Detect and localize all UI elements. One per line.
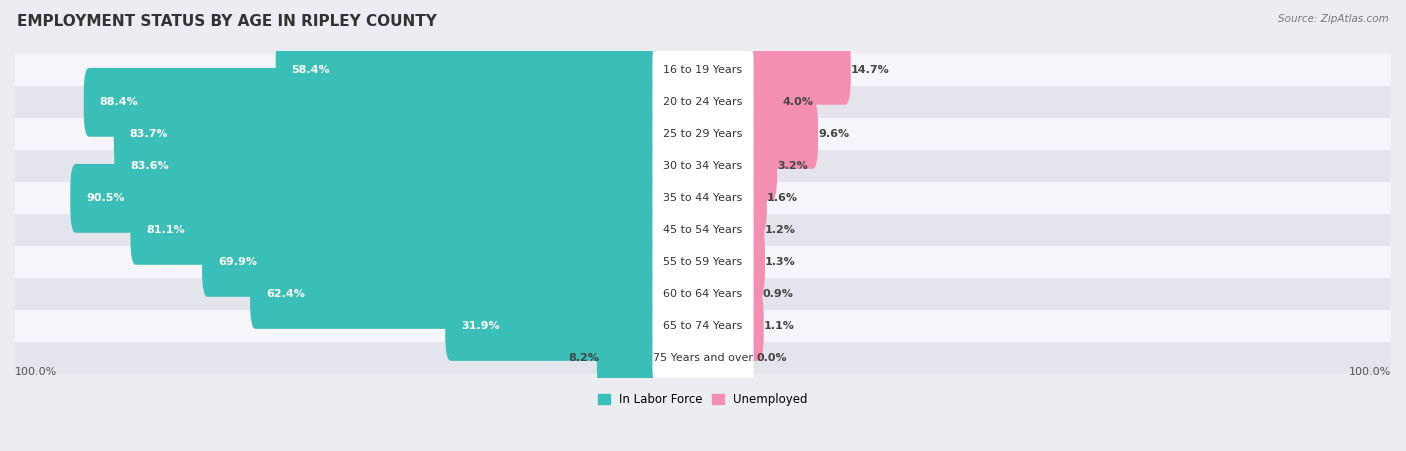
Bar	[15, 310, 1391, 342]
FancyBboxPatch shape	[652, 171, 754, 226]
Text: 90.5%: 90.5%	[86, 193, 125, 203]
Text: 20 to 24 Years: 20 to 24 Years	[664, 97, 742, 107]
FancyBboxPatch shape	[745, 100, 818, 169]
Text: 58.4%: 58.4%	[291, 65, 330, 75]
FancyBboxPatch shape	[652, 235, 754, 290]
FancyBboxPatch shape	[598, 324, 661, 393]
Text: 55 to 59 Years: 55 to 59 Years	[664, 258, 742, 267]
FancyBboxPatch shape	[202, 228, 661, 297]
Text: 65 to 74 Years: 65 to 74 Years	[664, 322, 742, 331]
Text: 81.1%: 81.1%	[146, 226, 184, 235]
FancyBboxPatch shape	[114, 132, 661, 201]
Text: 83.6%: 83.6%	[131, 161, 169, 171]
Text: 3.2%: 3.2%	[778, 161, 808, 171]
FancyBboxPatch shape	[745, 292, 763, 361]
FancyBboxPatch shape	[70, 164, 661, 233]
FancyBboxPatch shape	[114, 100, 661, 169]
FancyBboxPatch shape	[745, 36, 851, 105]
Text: 14.7%: 14.7%	[851, 65, 890, 75]
FancyBboxPatch shape	[745, 132, 778, 201]
Text: 0.0%: 0.0%	[756, 354, 787, 364]
FancyBboxPatch shape	[652, 331, 754, 386]
Text: 45 to 54 Years: 45 to 54 Years	[664, 226, 742, 235]
FancyBboxPatch shape	[652, 43, 754, 98]
Bar	[15, 342, 1391, 374]
Text: 1.1%: 1.1%	[763, 322, 794, 331]
Text: 60 to 64 Years: 60 to 64 Years	[664, 290, 742, 299]
Text: 8.2%: 8.2%	[568, 354, 599, 364]
Text: 16 to 19 Years: 16 to 19 Years	[664, 65, 742, 75]
Text: 35 to 44 Years: 35 to 44 Years	[664, 193, 742, 203]
FancyBboxPatch shape	[652, 75, 754, 130]
FancyBboxPatch shape	[250, 260, 661, 329]
Text: 69.9%: 69.9%	[218, 258, 257, 267]
Text: 100.0%: 100.0%	[1348, 367, 1391, 377]
Text: 25 to 29 Years: 25 to 29 Years	[664, 129, 742, 139]
FancyBboxPatch shape	[276, 36, 661, 105]
FancyBboxPatch shape	[745, 228, 765, 297]
Legend: In Labor Force, Unemployed: In Labor Force, Unemployed	[593, 388, 813, 411]
FancyBboxPatch shape	[652, 203, 754, 258]
Text: 1.6%: 1.6%	[766, 193, 797, 203]
Text: 88.4%: 88.4%	[100, 97, 138, 107]
FancyBboxPatch shape	[652, 299, 754, 354]
Text: 83.7%: 83.7%	[129, 129, 169, 139]
Text: 62.4%: 62.4%	[266, 290, 305, 299]
Text: 75 Years and over: 75 Years and over	[652, 354, 754, 364]
Text: 100.0%: 100.0%	[15, 367, 58, 377]
FancyBboxPatch shape	[652, 107, 754, 162]
FancyBboxPatch shape	[745, 196, 765, 265]
Text: 9.6%: 9.6%	[818, 129, 849, 139]
FancyBboxPatch shape	[84, 68, 661, 137]
Bar	[15, 118, 1391, 150]
Bar	[15, 278, 1391, 310]
Bar	[15, 150, 1391, 182]
Text: 4.0%: 4.0%	[782, 97, 813, 107]
Text: 1.2%: 1.2%	[765, 226, 796, 235]
FancyBboxPatch shape	[745, 68, 782, 137]
FancyBboxPatch shape	[652, 267, 754, 322]
Bar	[15, 246, 1391, 278]
FancyBboxPatch shape	[652, 139, 754, 194]
Text: 31.9%: 31.9%	[461, 322, 499, 331]
FancyBboxPatch shape	[745, 164, 766, 233]
Bar	[15, 54, 1391, 86]
Text: 30 to 34 Years: 30 to 34 Years	[664, 161, 742, 171]
Bar	[15, 214, 1391, 246]
Bar	[15, 86, 1391, 118]
Text: 1.3%: 1.3%	[765, 258, 796, 267]
Bar	[15, 182, 1391, 214]
FancyBboxPatch shape	[131, 196, 661, 265]
Text: 0.9%: 0.9%	[762, 290, 793, 299]
FancyBboxPatch shape	[446, 292, 661, 361]
FancyBboxPatch shape	[745, 260, 762, 329]
Text: EMPLOYMENT STATUS BY AGE IN RIPLEY COUNTY: EMPLOYMENT STATUS BY AGE IN RIPLEY COUNT…	[17, 14, 437, 28]
Text: Source: ZipAtlas.com: Source: ZipAtlas.com	[1278, 14, 1389, 23]
